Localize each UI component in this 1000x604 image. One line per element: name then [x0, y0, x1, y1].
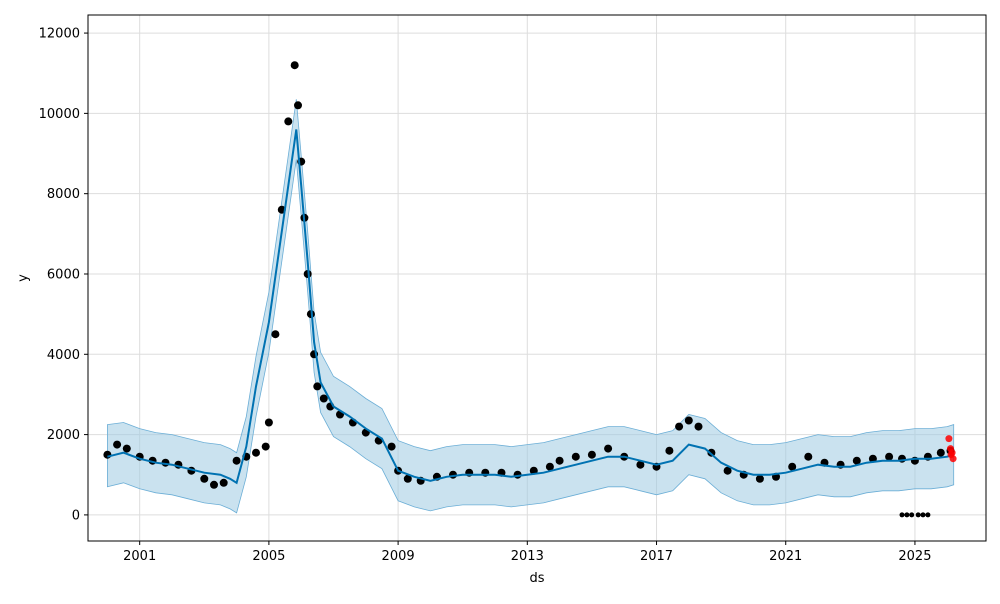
observed-point	[294, 101, 302, 110]
observed-outlier-point	[899, 512, 905, 518]
plot-area-frame	[87, 14, 987, 542]
x-tick-label: 2017	[640, 549, 673, 564]
observed-point	[271, 330, 280, 339]
observed-point	[555, 456, 564, 465]
observed-point	[665, 446, 674, 455]
observed-point	[387, 442, 396, 451]
x-tick-label: 2025	[898, 549, 931, 564]
observed-points-layer	[103, 61, 955, 518]
x-axis-label: ds	[529, 571, 544, 586]
y-tick-label: 2000	[47, 428, 80, 443]
highlighted-point	[949, 455, 957, 463]
observed-point	[675, 422, 684, 431]
y-tick-label: 0	[72, 508, 80, 523]
observed-point	[936, 448, 945, 457]
observed-point	[852, 456, 861, 465]
observed-point	[122, 444, 131, 453]
observed-point	[290, 61, 299, 70]
x-tick-label: 2021	[769, 549, 802, 564]
observed-outlier-point	[915, 512, 921, 518]
axis-ticks: 2001 2005 2009 2013 2017 2021 2025 0 2000 4000 600…	[39, 27, 932, 564]
observed-point	[103, 450, 112, 459]
highlighted-points-layer	[945, 435, 957, 463]
observed-point	[755, 474, 764, 483]
y-axis-label: y	[16, 274, 31, 282]
highlighted-point	[948, 449, 956, 457]
observed-point	[284, 117, 293, 126]
x-tick-label: 2001	[123, 549, 156, 564]
observed-point	[636, 460, 645, 469]
observed-point	[232, 456, 241, 465]
observed-outlier-point	[920, 512, 926, 518]
observed-point	[885, 452, 894, 461]
observed-point	[694, 422, 703, 431]
observed-point	[200, 474, 209, 483]
observed-outlier-point	[909, 512, 915, 518]
observed-point	[313, 382, 322, 391]
observed-point	[545, 462, 554, 471]
observed-point	[252, 448, 260, 457]
observed-point	[571, 452, 580, 461]
observed-point	[403, 474, 412, 483]
observed-point	[723, 466, 732, 475]
observed-outlier-point	[904, 512, 910, 518]
x-tick-label: 2013	[511, 549, 544, 564]
y-tick-label: 8000	[47, 187, 80, 202]
y-tick-label: 10000	[39, 107, 80, 122]
y-tick-label: 12000	[39, 27, 80, 42]
observed-point	[604, 444, 613, 453]
observed-point	[788, 462, 797, 471]
observed-point	[210, 480, 218, 489]
observed-point	[113, 440, 122, 449]
observed-point	[219, 478, 228, 487]
y-tick-label: 6000	[47, 267, 80, 282]
observed-point	[264, 418, 273, 427]
forecast-line	[107, 129, 954, 485]
y-tick-label: 4000	[47, 348, 80, 363]
observed-point	[804, 452, 813, 461]
observed-point	[319, 394, 328, 403]
observed-point	[587, 450, 596, 459]
observed-point	[261, 442, 270, 451]
observed-outlier-point	[925, 512, 931, 518]
x-tick-label: 2005	[252, 549, 285, 564]
forecast-line-layer	[107, 129, 954, 485]
observed-point	[684, 416, 693, 425]
highlighted-point	[945, 435, 953, 443]
x-tick-label: 2009	[382, 549, 415, 564]
gridlines	[88, 15, 986, 541]
